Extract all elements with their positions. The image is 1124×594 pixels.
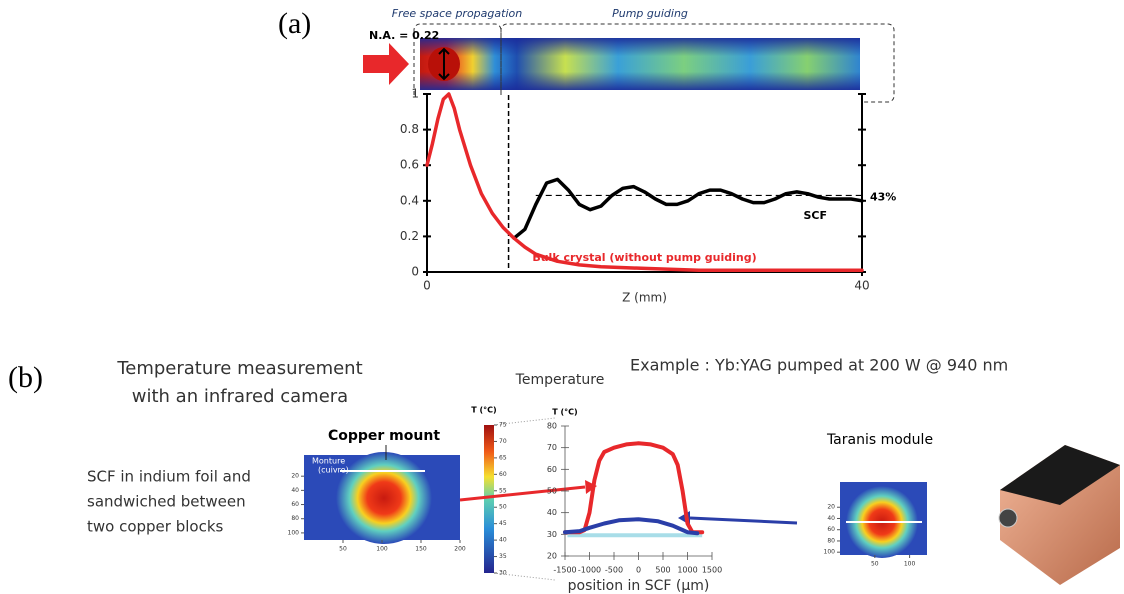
x-axis-label: position in SCF (µm): [568, 578, 710, 594]
pump-guiding-box: [500, 23, 895, 103]
x-tick-label: 0: [636, 566, 641, 575]
y-tick-label: 40: [547, 508, 557, 517]
y-tick-label: 60: [291, 501, 299, 508]
mount-label: Monture: [312, 457, 345, 466]
x-tick-label: 0: [423, 279, 431, 293]
mount-label: (cuivre): [318, 466, 349, 475]
x-tick-label: 500: [655, 566, 670, 575]
y-tick-label: 0.6: [400, 158, 419, 172]
y-tick-label: 0.2: [400, 229, 419, 243]
b-title: with an infrared camera: [132, 386, 348, 407]
panel-label: (b): [8, 361, 43, 394]
y-tick-label: 70: [547, 443, 557, 452]
y-tick-label: 1: [411, 87, 419, 101]
blue-arrow: [689, 516, 798, 525]
example: Example : Yb:YAG pumped at 200 W @ 940 n…: [630, 356, 1008, 375]
colorbar-tick-label: 30: [499, 570, 507, 577]
module-photo-top: [1000, 445, 1120, 505]
series-label: Bulk crystal (without pump guiding): [532, 251, 756, 264]
baseline-band: [567, 533, 703, 538]
x-axis-label: Z (mm): [622, 291, 667, 305]
x-tick-label: 200: [454, 546, 466, 553]
panel-label: (a): [278, 7, 311, 40]
colorbar-label: T (°C): [471, 406, 496, 415]
y-tick-label: 30: [547, 530, 557, 539]
pump-arrow: [363, 43, 409, 85]
free-space-label: Free space propagation: [392, 7, 522, 20]
y-tick-label: 0: [411, 265, 419, 279]
red-arrow: [459, 485, 586, 502]
y-tick-label: 20: [291, 473, 299, 480]
x-tick-label: 1000: [677, 566, 697, 575]
x-tick-label: 1500: [702, 566, 722, 575]
x-tick-label: -500: [605, 566, 623, 575]
colorbar-tick-label: 55: [499, 487, 507, 494]
data-line: [563, 517, 700, 536]
module-label: Taranis module: [826, 432, 933, 448]
beam-image-edge: [420, 38, 860, 90]
y-tick-label: 20: [827, 504, 835, 511]
colorbar-tick-label: 40: [499, 537, 507, 544]
pump-guiding-label: Pump guiding: [612, 7, 688, 20]
description: SCF in indium foil and: [87, 468, 251, 486]
na-arrow-heads: [438, 47, 450, 81]
y-tick-label: 60: [827, 526, 835, 533]
y-tick-label: 50: [547, 487, 557, 496]
copper-mount: Copper mount: [328, 428, 440, 444]
colorbar-tick-label: 35: [499, 553, 507, 560]
colorbar-tick-label: 60: [499, 471, 507, 478]
x-tick-label: 150: [415, 546, 427, 553]
data-line: [512, 177, 864, 240]
y-tick-label: 80: [291, 515, 299, 522]
y-tick-label: 80: [547, 422, 557, 431]
series-label: SCF: [803, 209, 827, 222]
colorbar-tick-label: 50: [499, 504, 507, 511]
data-line: [425, 92, 864, 272]
x-tick-label: 50: [339, 546, 347, 553]
chart-title: Temperature: [515, 372, 605, 388]
colorbar-tick-label: 65: [499, 454, 507, 461]
x-tick-label: 100: [904, 561, 916, 568]
y-tick-label: 80: [827, 537, 835, 544]
colorbar-tick-label: 70: [499, 438, 507, 445]
na-label: N.A. = 0.22: [369, 29, 439, 42]
connector: [493, 572, 556, 581]
y-tick-label: 100: [824, 549, 836, 556]
heatmap-spot: [336, 452, 432, 544]
connector: [493, 417, 556, 426]
data-line: [563, 441, 705, 535]
reference-label: 43%: [870, 190, 896, 203]
colorbar: [484, 425, 494, 573]
y-tick-label: 0.4: [400, 193, 419, 207]
red-arrow-head: [585, 480, 597, 494]
description: two copper blocks: [87, 518, 224, 536]
x-tick-label: -1500: [553, 566, 576, 575]
colorbar-tick-label: 45: [499, 520, 507, 527]
y-tick-label: 60: [547, 465, 557, 474]
colorbar-tick-label: 75: [499, 422, 507, 429]
x-tick-label: -1000: [578, 566, 601, 575]
y-tick-label: 40: [827, 515, 835, 522]
b-title: Temperature measurement: [116, 358, 362, 379]
y-tick-label: 40: [291, 487, 299, 494]
x-tick-label: 40: [854, 279, 869, 293]
x-tick-label: 50: [871, 561, 879, 568]
y-axis-label: T (°C): [552, 408, 577, 417]
y-tick-label: 100: [288, 529, 300, 536]
y-tick-label: 20: [547, 552, 557, 561]
y-tick-label: 0.8: [400, 122, 419, 136]
module-port: [998, 508, 1018, 528]
description: sandwiched between: [87, 493, 246, 511]
x-tick-label: 100: [376, 546, 388, 553]
